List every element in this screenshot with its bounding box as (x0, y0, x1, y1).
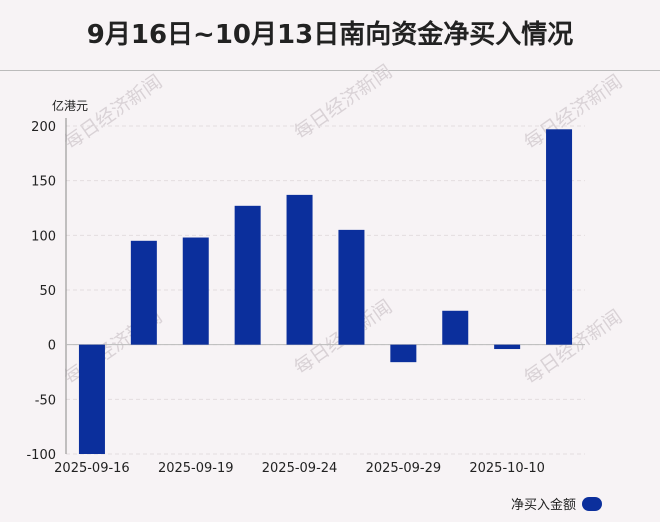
bar (442, 310, 469, 345)
chart-title: 9月16日~10月13日南向资金净买入情况 (0, 0, 660, 71)
x-tick-label: 2025-09-24 (262, 461, 338, 476)
bar (234, 205, 261, 345)
bar (338, 229, 365, 345)
legend: 净买入金额 (511, 494, 602, 513)
bar (286, 194, 313, 345)
x-axis: 2025-09-16 2025-09-19 2025-09-24 2025-09-29… (54, 461, 545, 476)
x-tick-label: 2025-09-16 (54, 461, 130, 476)
watermark-text: 每日经济新闻 (520, 71, 626, 154)
y-tick-label: 200 (31, 120, 56, 135)
y-tick-label: -100 (26, 448, 56, 463)
y-tick-label: -50 (35, 393, 56, 408)
bar (546, 129, 573, 345)
x-tick-label: 2025-10-10 (469, 461, 545, 476)
bar (390, 344, 417, 363)
watermark-text: 每日经济新闻 (520, 306, 626, 389)
bar (494, 344, 521, 350)
bar (182, 237, 209, 345)
bars (78, 129, 573, 454)
legend-label: 净买入金额 (510, 498, 576, 513)
legend-swatch (582, 496, 602, 511)
y-tick-label: 100 (31, 229, 56, 244)
y-tick-label: 150 (31, 175, 56, 190)
y-tick-label: 50 (39, 284, 56, 299)
y-axis-label: 亿港元 (52, 98, 88, 113)
x-tick-label: 2025-09-19 (158, 461, 234, 476)
bar (78, 344, 105, 454)
y-tick-label: 0 (48, 339, 56, 354)
x-tick-label: 2025-09-29 (366, 461, 442, 476)
bar (130, 240, 157, 345)
watermark-text: 每日经济新闻 (290, 61, 396, 144)
